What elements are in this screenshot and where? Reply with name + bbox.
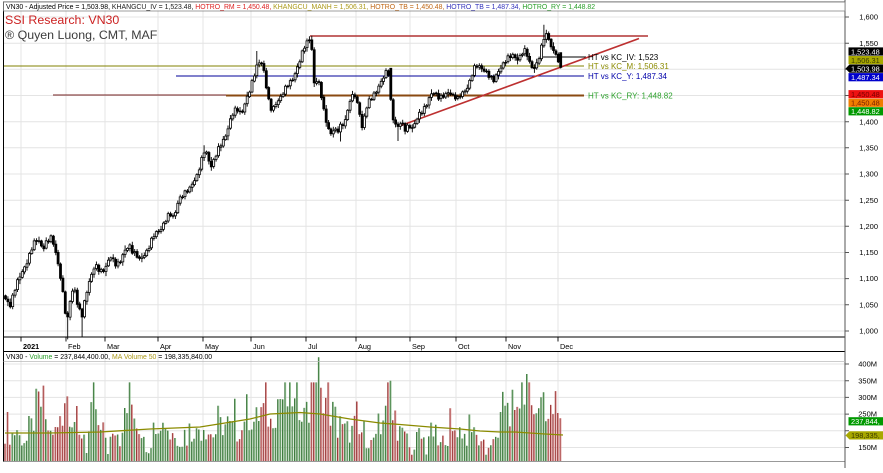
svg-text:SSI Research: VN30: SSI Research: VN30 bbox=[5, 13, 119, 27]
svg-text:1,050: 1,050 bbox=[859, 300, 878, 309]
svg-text:Jun: Jun bbox=[253, 342, 265, 351]
svg-text:May: May bbox=[205, 342, 219, 351]
svg-text:® Quyen Luong, CMT, MAF: ® Quyen Luong, CMT, MAF bbox=[5, 28, 158, 42]
svg-text:1,400: 1,400 bbox=[859, 117, 878, 126]
svg-text:350M: 350M bbox=[858, 376, 877, 385]
svg-text:1,200: 1,200 bbox=[859, 222, 878, 231]
svg-text:Jul: Jul bbox=[308, 342, 318, 351]
svg-text:Aug: Aug bbox=[358, 342, 371, 351]
svg-text:HT vs KC_M: 1,506.31: HT vs KC_M: 1,506.31 bbox=[588, 62, 669, 71]
svg-text:237,844,: 237,844, bbox=[851, 417, 880, 426]
svg-text:Oct: Oct bbox=[458, 342, 469, 351]
svg-text:300M: 300M bbox=[858, 393, 877, 402]
svg-text:1,487.34: 1,487.34 bbox=[851, 73, 880, 82]
svg-text:Apr: Apr bbox=[160, 342, 172, 351]
svg-text:Nov: Nov bbox=[508, 342, 521, 351]
svg-text:HT vs KC_IV: 1,523: HT vs KC_IV: 1,523 bbox=[588, 53, 659, 62]
svg-text:400M: 400M bbox=[858, 360, 877, 369]
svg-text:VN30 - Adjusted Price = 1,503.: VN30 - Adjusted Price = 1,503.98, KHANGC… bbox=[6, 4, 595, 11]
svg-text:150M: 150M bbox=[858, 443, 877, 452]
svg-text:1,150: 1,150 bbox=[859, 248, 878, 257]
svg-text:1,350: 1,350 bbox=[859, 143, 878, 152]
svg-text:198,335,: 198,335, bbox=[851, 431, 880, 440]
svg-text:Dec: Dec bbox=[560, 342, 573, 351]
svg-text:HT vs KC_RY: 1,448.82: HT vs KC_RY: 1,448.82 bbox=[588, 92, 673, 101]
svg-text:1,600: 1,600 bbox=[859, 13, 878, 22]
svg-text:1,300: 1,300 bbox=[859, 170, 878, 179]
svg-text:Sep: Sep bbox=[412, 342, 425, 351]
svg-text:1,000: 1,000 bbox=[859, 327, 878, 336]
svg-text:VN30 - Volume = 237,844,400.00: VN30 - Volume = 237,844,400.00, MA Volum… bbox=[6, 354, 212, 361]
svg-text:1,250: 1,250 bbox=[859, 196, 878, 205]
svg-text:Mar: Mar bbox=[107, 342, 120, 351]
svg-text:1,448.82: 1,448.82 bbox=[851, 107, 880, 116]
svg-text:1,100: 1,100 bbox=[859, 274, 878, 283]
svg-text:Feb: Feb bbox=[68, 342, 81, 351]
svg-text:HT vs KC_Y: 1,487.34: HT vs KC_Y: 1,487.34 bbox=[588, 72, 668, 81]
svg-text:2021: 2021 bbox=[23, 342, 39, 351]
